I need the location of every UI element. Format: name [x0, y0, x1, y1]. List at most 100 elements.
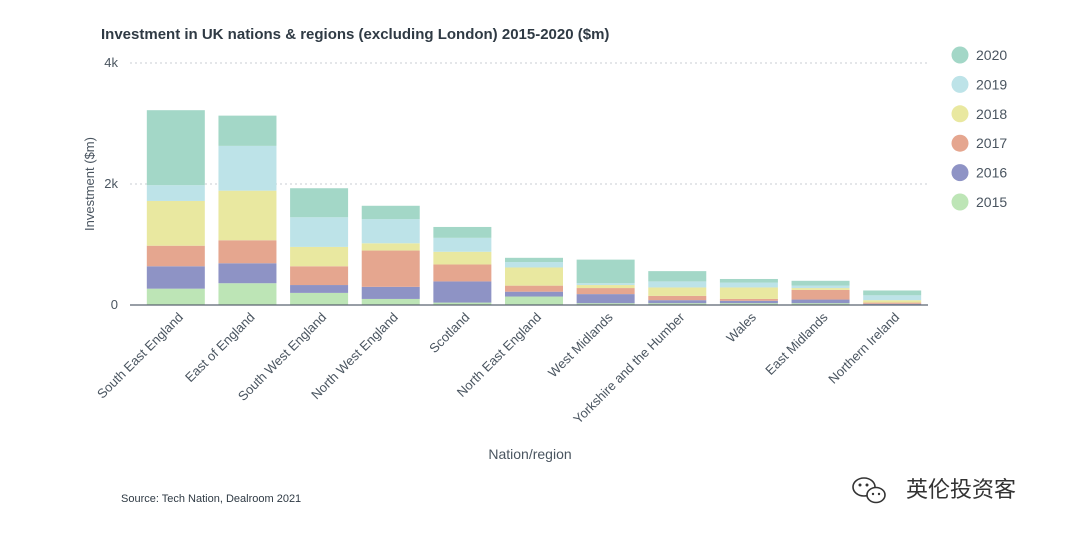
x-tick-label: Scotland [426, 310, 472, 356]
bar-segment-2018 [648, 287, 707, 296]
bar-segment-2019 [146, 185, 205, 201]
bar-segment-2018 [146, 200, 205, 246]
bar-segment-2019 [791, 285, 850, 289]
bar-segment-2019 [719, 282, 778, 288]
bar-segment-2020 [648, 271, 707, 282]
bar-segment-2015 [719, 303, 778, 305]
source-note: Source: Tech Nation, Dealroom 2021 [121, 493, 301, 505]
x-axis-label: Nation/region [488, 446, 571, 462]
bar-segment-2015 [791, 303, 850, 305]
bar-segment-2016 [791, 299, 850, 304]
bar-segment-2015 [290, 292, 349, 305]
bar-segment-2018 [863, 300, 922, 303]
legend-label-2018: 2018 [976, 106, 1007, 122]
bar-segment-2015 [361, 298, 420, 305]
legend-swatch-2020 [951, 46, 969, 64]
bar-segment-2016 [719, 300, 778, 304]
bar-segment-2020 [719, 278, 778, 283]
bar-segment-2017 [863, 302, 922, 304]
x-tick-label: Wales [723, 309, 759, 345]
bar-segment-2017 [433, 264, 492, 282]
bar-segment-2019 [361, 219, 420, 244]
legend-label-2016: 2016 [976, 165, 1007, 181]
bar-segment-2016 [218, 263, 277, 284]
bar-segment-2017 [218, 240, 277, 264]
y-tick-labels: 0 2k 4k [104, 55, 118, 312]
bar-segment-2016 [576, 294, 635, 304]
gridlines [130, 62, 928, 185]
bar-segment-2015 [146, 288, 205, 305]
bar-segment-2015 [433, 302, 492, 305]
bar-segment-2019 [433, 237, 492, 252]
bar-segment-2015 [648, 303, 707, 305]
legend-label-2020: 2020 [976, 47, 1007, 63]
legend: 2020 2019 2018 2017 2016 2015 [951, 46, 1007, 211]
bar-segment-2020 [576, 259, 635, 284]
bar-segment-2016 [648, 300, 707, 304]
bar-segment-2020 [505, 257, 563, 263]
bar-segment-2020 [433, 226, 492, 238]
bar-segment-2017 [146, 245, 205, 267]
bar-segment-2015 [505, 296, 563, 305]
bar-segment-2018 [505, 267, 563, 286]
bar-segment-2015 [218, 283, 277, 305]
legend-swatch-2017 [951, 134, 969, 152]
x-tick-label: East of England [182, 310, 258, 386]
bar-segment-2016 [290, 285, 349, 293]
bar-segment-2019 [648, 281, 707, 288]
watermark-text: 英伦投资客 [906, 478, 1016, 503]
bar-segment-2019 [505, 262, 563, 268]
bar-segment-2015 [576, 303, 635, 305]
bar-segment-2016 [146, 266, 205, 289]
bars [146, 110, 922, 305]
y-tick-label: 0 [111, 297, 118, 312]
bar-segment-2020 [290, 188, 349, 218]
y-tick-label: 2k [104, 176, 118, 191]
bar-segment-2018 [361, 243, 420, 251]
bar-segment-2019 [576, 283, 635, 286]
bar-segment-2020 [146, 110, 205, 186]
bar-segment-2018 [791, 288, 850, 290]
bar-segment-2020 [218, 115, 277, 146]
bar-segment-2020 [791, 280, 850, 286]
x-tick-label: West Midlands [545, 309, 616, 380]
bar-segment-2016 [505, 291, 563, 297]
bar-segment-2018 [290, 246, 349, 267]
bar-segment-2017 [648, 295, 707, 301]
legend-label-2015: 2015 [976, 194, 1007, 210]
bar-segment-2017 [791, 289, 850, 300]
bar-segment-2017 [290, 266, 349, 286]
bar-segment-2018 [719, 287, 778, 299]
bar-segment-2017 [576, 288, 635, 295]
bar-segment-2020 [361, 205, 420, 220]
y-tick-label: 4k [104, 55, 118, 70]
bar-segment-2017 [361, 250, 420, 287]
bar-segment-2016 [863, 303, 922, 305]
watermark: 英伦投资客 [852, 477, 1016, 504]
bar-segment-2019 [218, 145, 277, 191]
bar-segment-2019 [863, 295, 922, 301]
bar-segment-2017 [719, 298, 778, 301]
bar-segment-2018 [576, 285, 635, 289]
bar-segment-2020 [863, 290, 922, 296]
legend-label-2019: 2019 [976, 76, 1007, 92]
bar-segment-2018 [218, 190, 277, 241]
x-tick-label: South East England [94, 310, 186, 402]
y-axis-label: Investment ($m) [82, 137, 97, 231]
x-tick-label: East Midlands [762, 309, 831, 378]
chart-title: Investment in UK nations & regions (excl… [101, 26, 609, 43]
wechat-icon [852, 477, 886, 504]
bar-segment-2017 [505, 285, 563, 292]
legend-swatch-2018 [951, 105, 969, 123]
legend-swatch-2019 [951, 75, 969, 93]
bar-segment-2018 [433, 251, 492, 265]
bar-segment-2016 [433, 281, 492, 303]
legend-label-2017: 2017 [976, 135, 1007, 151]
bar-segment-2019 [290, 217, 349, 247]
bar-segment-2016 [361, 286, 420, 299]
x-tick-label: Northern Ireland [825, 310, 902, 387]
legend-swatch-2016 [951, 164, 969, 182]
legend-swatch-2015 [951, 193, 969, 211]
